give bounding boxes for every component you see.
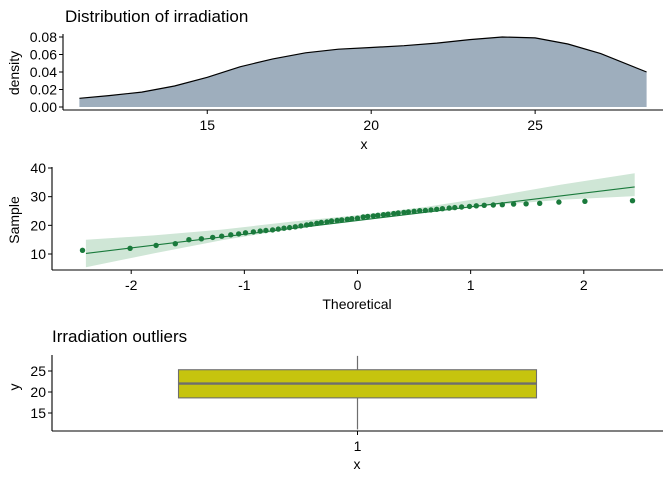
qq-point — [365, 213, 371, 220]
y-tick-label: 25 — [30, 363, 46, 379]
qq-point — [324, 219, 330, 225]
y-tick-label: 30 — [30, 189, 46, 205]
qq-point — [298, 223, 304, 229]
qq-point — [308, 221, 314, 227]
reference-line — [85, 186, 635, 254]
x-tick-label: 1 — [354, 438, 362, 454]
qq-point — [466, 203, 473, 210]
qq-point — [275, 226, 281, 232]
box-plot-title: Irradiation outliers — [52, 327, 187, 346]
x-tick-label: -2 — [125, 277, 138, 293]
x-tick-label: 2 — [580, 277, 588, 293]
qq-point — [380, 212, 387, 218]
qq-point — [391, 210, 397, 217]
qq-point — [198, 236, 205, 242]
qq-point — [286, 224, 293, 231]
density-x-axis-title: x — [361, 136, 368, 152]
y-tick-label: 0.02 — [30, 82, 57, 98]
qq-x-axis-title: Theoretical — [322, 296, 391, 312]
qq-point — [629, 198, 636, 204]
qq-point — [375, 212, 381, 218]
qq-point — [242, 230, 249, 236]
qq-point — [422, 207, 429, 214]
y-tick-label: 20 — [30, 217, 46, 233]
qq-point — [328, 218, 335, 224]
qq-point — [510, 201, 517, 207]
x-tick-label: 15 — [199, 117, 215, 133]
y-tick-label: 20 — [30, 384, 46, 400]
qq-point — [411, 208, 417, 214]
y-tick-label: 0.08 — [30, 29, 57, 45]
qq-point — [292, 224, 298, 230]
qq-point — [556, 199, 562, 205]
y-tick-label: 0.04 — [30, 64, 57, 80]
x-tick-label: 25 — [527, 117, 543, 133]
qq-plot-panel: -2 -1 0 1 2 10 20 30 40 Theoretical Sample — [6, 160, 663, 312]
qq-point — [439, 206, 446, 212]
qq-point — [339, 217, 345, 223]
qq-point — [172, 241, 178, 247]
box-y-axis-title: y — [6, 384, 22, 391]
qq-point — [314, 220, 320, 226]
qq-point — [385, 211, 391, 217]
qq-point — [417, 208, 423, 214]
x-tick-label: 0 — [354, 277, 362, 293]
qq-point — [186, 237, 192, 243]
qq-point — [370, 213, 376, 219]
qq-point — [153, 242, 159, 249]
qq-point — [318, 219, 324, 226]
qq-point — [127, 245, 133, 251]
qq-point — [537, 200, 543, 206]
density-plot-title: Distribution of irradiation — [65, 7, 248, 26]
qq-point — [257, 228, 263, 234]
qq-point — [405, 209, 412, 215]
x-tick-label: -1 — [238, 277, 251, 293]
qq-point — [250, 229, 257, 235]
qq-point — [481, 202, 487, 208]
density-plot-panel: 15 20 25 0.000.02 0.040.06 0.08 Distribution o… — [6, 7, 663, 152]
qq-point — [219, 233, 225, 239]
qq-point — [458, 204, 465, 210]
qq-point — [360, 214, 366, 220]
box-plot-panel: 1 15 20 25 Irradiation outliers x y — [6, 327, 663, 472]
qq-point — [281, 225, 287, 231]
qq-point — [210, 234, 216, 241]
qq-y-axis-title: Sample — [6, 196, 22, 244]
qq-point — [349, 216, 355, 222]
y-tick-label: 0.06 — [30, 47, 57, 63]
qq-point — [446, 205, 452, 211]
box-x-axis-title: x — [354, 456, 361, 472]
qq-point — [499, 202, 505, 208]
density-area — [79, 37, 647, 107]
y-tick-label: 40 — [30, 160, 46, 176]
qq-point — [428, 207, 434, 213]
y-tick-label: 0.00 — [30, 99, 57, 115]
x-tick-label: 1 — [467, 277, 475, 293]
qq-point — [582, 198, 588, 204]
qq-point — [395, 210, 401, 216]
qq-point — [452, 204, 458, 211]
qq-point — [263, 227, 269, 234]
y-tick-label: 10 — [30, 246, 46, 262]
qq-point — [303, 222, 310, 228]
qq-point — [79, 247, 86, 253]
x-tick-label: 20 — [363, 117, 379, 133]
qq-point — [401, 209, 407, 216]
qq-point — [236, 231, 242, 237]
qq-point — [523, 201, 529, 207]
qq-point — [334, 217, 340, 224]
density-y-axis-title: density — [6, 51, 22, 95]
qq-point — [354, 215, 361, 221]
density-curve — [79, 36, 647, 99]
qq-point — [434, 206, 440, 212]
qq-point — [490, 202, 496, 208]
qq-point — [473, 203, 479, 209]
qq-point — [269, 227, 276, 233]
qq-point — [228, 232, 234, 238]
y-tick-label: 15 — [30, 405, 46, 421]
qq-point — [344, 216, 350, 222]
